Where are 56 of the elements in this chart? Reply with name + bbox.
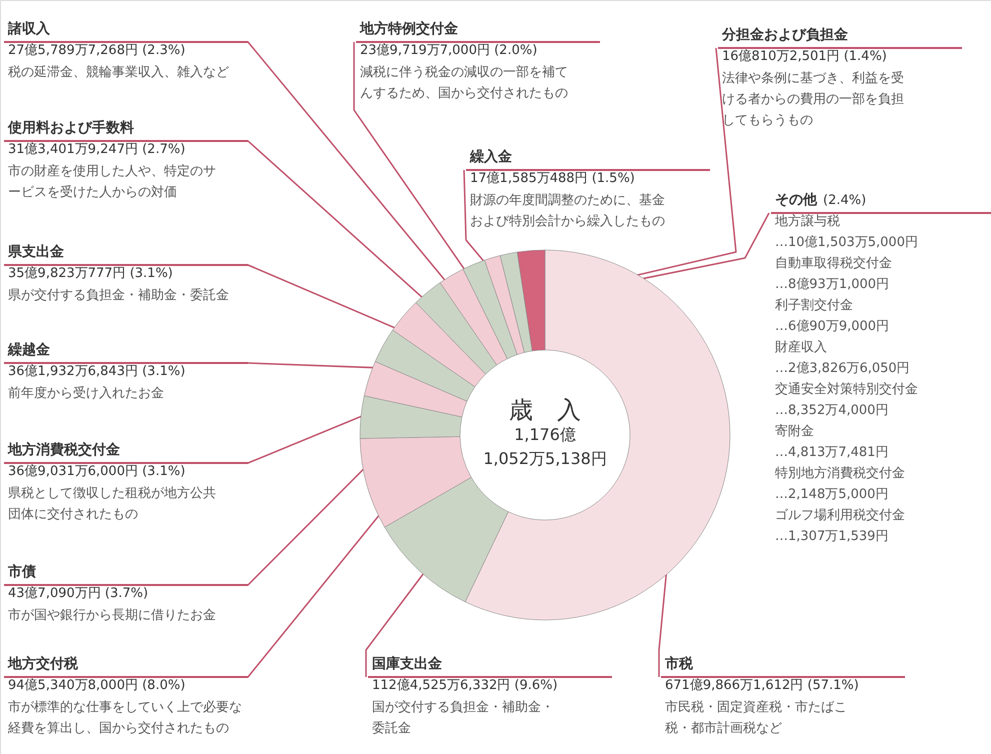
text: …4,813万7,481円 <box>775 445 888 460</box>
slice-label: その他 <box>775 192 818 208</box>
slice-label: 繰入金 <box>469 149 513 165</box>
text: …2,148万5,000円 <box>775 487 888 502</box>
slice-label: 分担金および負担金 <box>721 27 849 43</box>
data-label: 35億9,823万777円 (3.1%) <box>8 266 173 281</box>
text: 市民税・固定資産税・市たばこ税・都市計画税など <box>665 699 847 736</box>
text: …10億1,503万5,000円 <box>775 235 918 250</box>
text: 法律や条例に基づき、利益を受ける者からの費用の一部を負担してもらうもの <box>722 71 904 128</box>
text: 利子割交付金 <box>775 297 853 313</box>
slice-label: 諸収入 <box>7 20 51 37</box>
text: 税の延滞金、競輪事業収入、雑入など <box>8 65 229 80</box>
data-label: 671億9,866万1,612円 (57.1%) <box>665 678 859 693</box>
text: 寄附金 <box>775 423 814 439</box>
data-label: 16億810万2,501円 (1.4%) <box>722 49 887 64</box>
text: …2億3,826万6,050円 <box>775 361 910 376</box>
data-label: 94億5,340万8,000円 (8.0%) <box>8 678 186 693</box>
data-label: 36億1,932万6,843円 (3.1%) <box>8 364 186 379</box>
text: 市の財産を使用した人や、特定のサービスを受けた人からの対価 <box>8 163 216 200</box>
data-label: 17億1,585万488円 (1.5%) <box>470 171 635 186</box>
text: …1,307万1,539円 <box>775 529 888 544</box>
text: 減税に伴う税金の減収の一部を補てんするため、国から交付されたもの <box>360 65 568 101</box>
data-label: 31億3,401万9,247円 (2.7%) <box>8 142 186 157</box>
data-label: (2.4%) <box>823 193 866 208</box>
text: 交通安全対策特別交付金 <box>775 381 918 397</box>
text: 財産収入 <box>775 339 827 355</box>
text: 国が交付する負担金・補助金・委託金 <box>372 699 554 736</box>
data-label: 36億9,031万6,000円 (3.1%) <box>8 464 186 479</box>
slice-label: 地方交付税 <box>7 655 79 672</box>
text: 市が国や銀行から長期に借りたお金 <box>8 608 216 623</box>
slice-label: 繰越金 <box>7 342 51 358</box>
data-label: 27億5,789万7,268円 (2.3%) <box>8 43 186 58</box>
slice-label: 地方消費税交付金 <box>7 441 121 458</box>
text: 県が交付する負担金・補助金・委託金 <box>8 287 229 303</box>
slice-label: 市税 <box>664 655 694 672</box>
text: 地方譲与税 <box>774 213 840 229</box>
text: ゴルフ場利用税交付金 <box>775 507 905 523</box>
slice-label: 地方特例交付金 <box>359 20 459 37</box>
text: 市が標準的な仕事をしていく上で必要な経費を算出し、国から交付されたもの <box>7 700 242 736</box>
text: 特別地方消費税交付金 <box>775 465 905 481</box>
slice-label: 使用料および手数料 <box>7 119 134 136</box>
data-label: 112億4,525万6,332円 (9.6%) <box>372 678 558 693</box>
text: 自動車取得税交付金 <box>775 255 892 271</box>
text: …8億93万1,000円 <box>775 277 890 292</box>
text: 歳 入 <box>509 396 581 424</box>
slice-label: 市債 <box>7 563 36 580</box>
slice-label: 国庫支出金 <box>372 655 443 672</box>
text: …8,352万4,000円 <box>775 403 888 418</box>
data-label: 23億9,719万7,000円 (2.0%) <box>360 43 538 58</box>
data-label: 43億7,090万円 (3.7%) <box>8 586 148 601</box>
slice-label: 県支出金 <box>7 244 65 260</box>
text: 財源の年度間調整のために、基金および特別会計から繰入したもの <box>470 192 665 229</box>
text: 前年度から受け入れたお金 <box>8 385 164 401</box>
text: 1,176億 1,052万5,138円 <box>483 425 607 468</box>
text: …6億90万9,000円 <box>775 319 890 334</box>
text: 県税として徴収した租税が地方公共団体に交付されたもの <box>8 485 216 522</box>
